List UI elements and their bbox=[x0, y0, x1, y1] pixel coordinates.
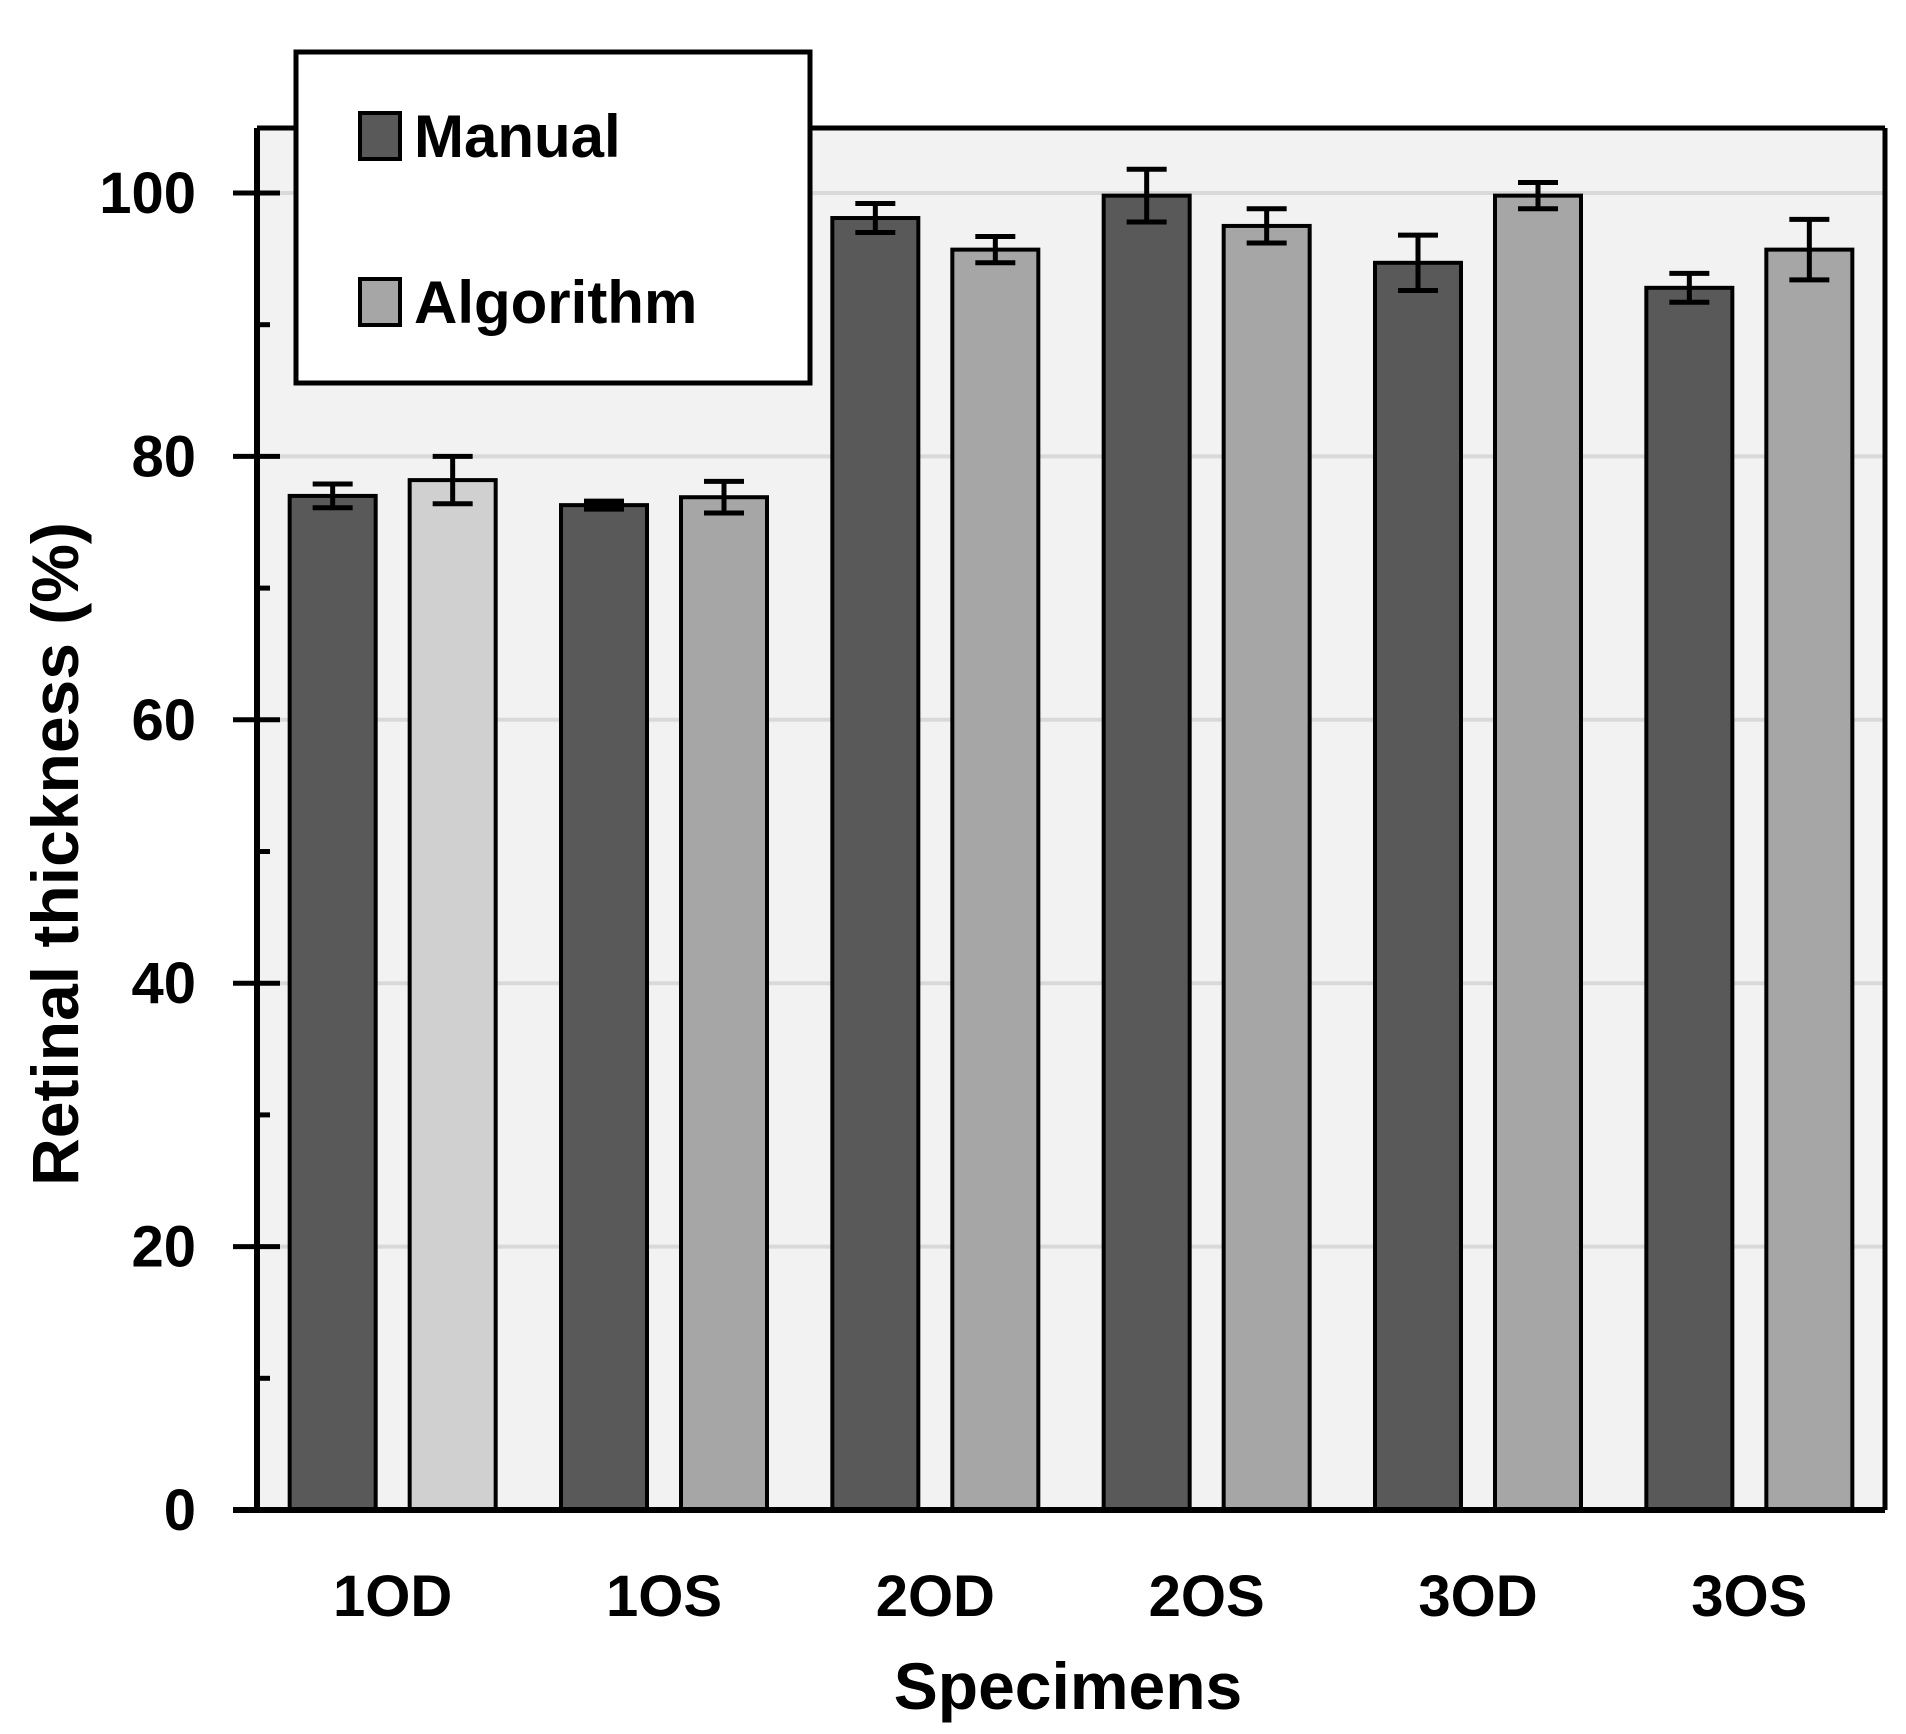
x-tick-label: 3OD bbox=[1418, 1564, 1537, 1629]
y-tick-label: 60 bbox=[131, 688, 196, 753]
bar-algorithm-2os bbox=[1221, 223, 1312, 1512]
x-tick-label: 3OS bbox=[1691, 1564, 1807, 1629]
x-tick-label: 2OS bbox=[1149, 1564, 1265, 1629]
bar-algorithm-2od bbox=[950, 247, 1041, 1513]
x-tick-label: 2OD bbox=[876, 1564, 995, 1629]
legend-swatch-algorithm bbox=[358, 277, 402, 327]
bar-algorithm-3os bbox=[1764, 247, 1855, 1513]
bar-manual-2os bbox=[1101, 193, 1192, 1512]
x-axis-title: Specimens bbox=[894, 1649, 1243, 1723]
legend-label-manual: Manual bbox=[414, 103, 621, 170]
bar-manual-3od bbox=[1373, 260, 1463, 1512]
legend-swatch-manual bbox=[358, 111, 402, 161]
legend-box bbox=[293, 49, 813, 386]
bar-manual-1os bbox=[559, 503, 649, 1512]
y-tick-label: 20 bbox=[131, 1215, 196, 1280]
bar-manual-3os bbox=[1644, 285, 1735, 1513]
y-tick-label: 80 bbox=[131, 424, 196, 489]
bar-algorithm-1os bbox=[679, 495, 769, 1512]
bar-algorithm-3od bbox=[1493, 193, 1583, 1512]
y-tick-label: 100 bbox=[99, 161, 196, 226]
bar-manual-1od bbox=[287, 493, 378, 1513]
legend-label-algorithm: Algorithm bbox=[414, 269, 697, 336]
bar-algorithm-1od bbox=[407, 478, 498, 1513]
x-tick-label: 1OS bbox=[606, 1564, 722, 1629]
x-tick-label: 1OD bbox=[333, 1564, 452, 1629]
y-axis-title: Retinal thickness (%) bbox=[18, 522, 92, 1186]
bar-manual-2od bbox=[830, 216, 921, 1513]
y-tick-label: 40 bbox=[131, 951, 196, 1016]
y-tick-label: 0 bbox=[164, 1478, 196, 1543]
